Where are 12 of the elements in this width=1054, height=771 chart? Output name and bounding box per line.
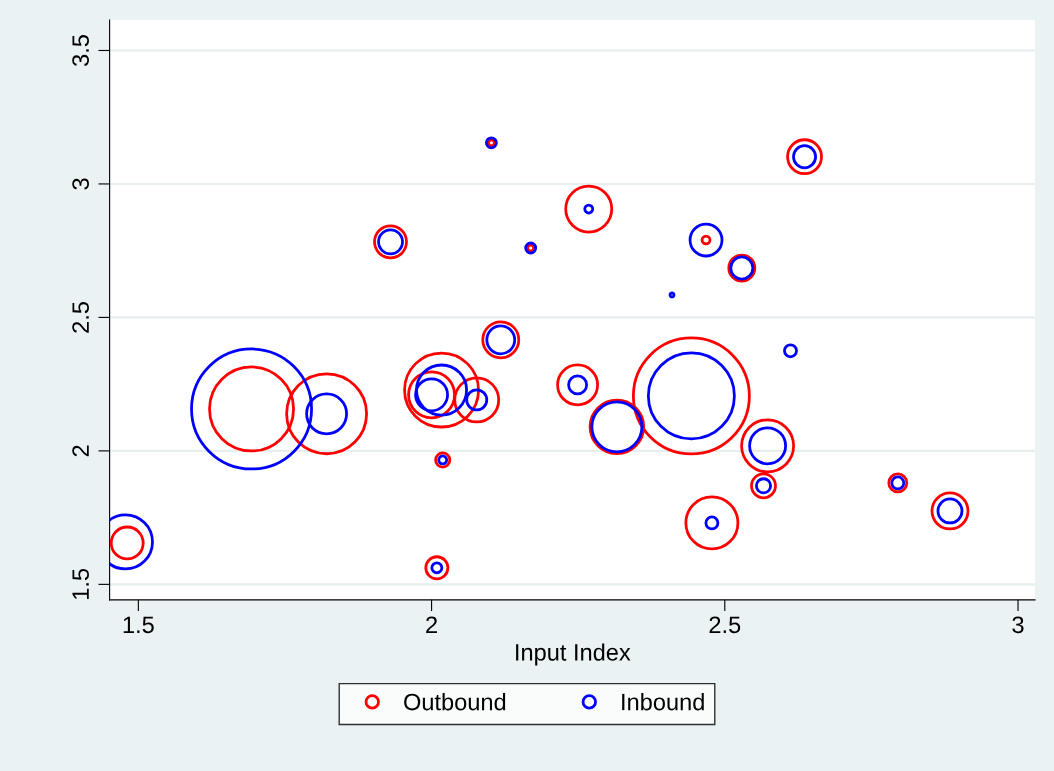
- y-tick-label: 3.5: [72, 35, 89, 66]
- x-tick-label: 2.5: [709, 616, 741, 634]
- legend-label: Outbound: [404, 693, 506, 711]
- x-axis-title: Input Index: [516, 643, 631, 666]
- y-tick-label: 3: [72, 178, 89, 190]
- y-tick-label: 1.5: [72, 568, 89, 599]
- x-tick-label: 1.5: [123, 616, 154, 634]
- x-tick-label: 2: [426, 616, 437, 633]
- y-tick-label: 2.5: [72, 301, 89, 333]
- y-tick-label: 2: [72, 445, 89, 457]
- x-tick-label: 3: [1012, 616, 1024, 634]
- legend-label: Inbound: [622, 693, 704, 711]
